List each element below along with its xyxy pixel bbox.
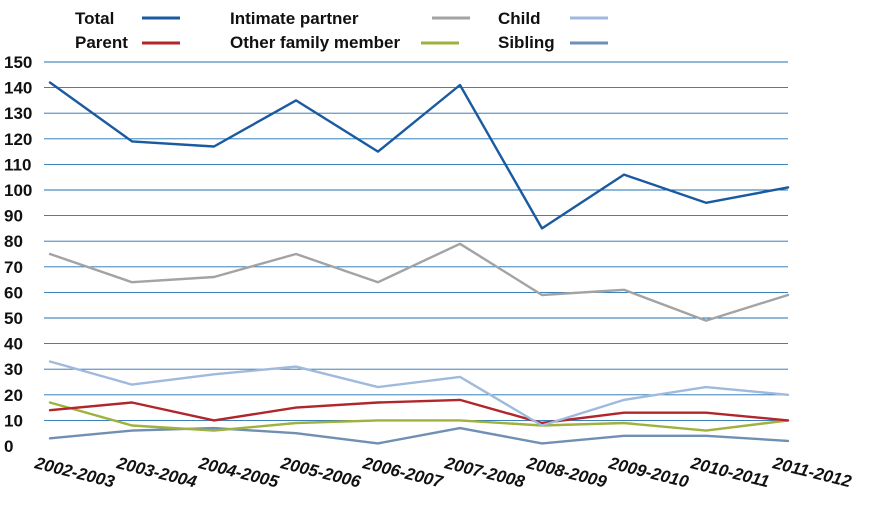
- y-axis-ticks: 0 10 20 30 40 50 60 70 80 90 100 110 120 130 140 150: [4, 53, 32, 456]
- legend-label-other-family-member: Other family member: [230, 33, 400, 52]
- y-tick-label: 110: [4, 155, 31, 174]
- y-tick-label: 50: [4, 309, 23, 328]
- legend-label-total: Total: [75, 9, 114, 28]
- x-axis-ticks: 2002-20032003-20042004-20052005-20062006…: [32, 453, 854, 492]
- y-tick-label: 140: [4, 79, 32, 98]
- x-tick-label: 2007-2008: [442, 453, 527, 491]
- y-tick-label: 0: [4, 437, 13, 456]
- series-lines: [48, 81, 790, 445]
- series-line-parent: [48, 398, 790, 425]
- y-tick-label: 130: [4, 104, 32, 123]
- gridlines: [44, 61, 788, 421]
- series-line-sibling: [48, 426, 790, 445]
- legend-label-child: Child: [498, 9, 541, 28]
- series-line-intimate-partner: [48, 242, 790, 322]
- x-tick-label: 2004-2005: [196, 453, 281, 491]
- x-tick-label: 2002-2003: [32, 453, 117, 491]
- legend-label-sibling: Sibling: [498, 33, 555, 52]
- y-tick-label: 40: [4, 335, 23, 354]
- y-tick-label: 90: [4, 207, 23, 226]
- legend: Total Intimate partner Child Parent Other fa…: [75, 9, 608, 52]
- y-tick-label: 80: [4, 232, 23, 251]
- x-tick-label: 2006-2007: [360, 453, 446, 492]
- y-tick-label: 150: [4, 53, 32, 72]
- y-tick-label: 120: [4, 130, 32, 149]
- x-tick-label: 2011-2012: [770, 453, 854, 491]
- y-tick-label: 60: [4, 283, 23, 302]
- y-tick-label: 70: [4, 258, 23, 277]
- series-line-child: [48, 360, 790, 427]
- x-tick-label: 2010-2011: [688, 453, 771, 491]
- series-line-other-family-member: [48, 401, 790, 432]
- y-tick-label: 20: [4, 386, 23, 405]
- x-tick-label: 2005-2006: [278, 453, 363, 491]
- series-line-total: [48, 81, 790, 230]
- x-tick-label: 2003-2004: [114, 453, 199, 491]
- y-tick-label: 30: [4, 360, 23, 379]
- x-tick-label: 2008-2009: [524, 453, 609, 491]
- legend-label-intimate-partner: Intimate partner: [230, 9, 359, 28]
- legend-label-parent: Parent: [75, 33, 128, 52]
- y-tick-label: 100: [4, 181, 32, 200]
- x-tick-label: 2009-2010: [606, 453, 691, 491]
- y-tick-label: 10: [4, 411, 23, 430]
